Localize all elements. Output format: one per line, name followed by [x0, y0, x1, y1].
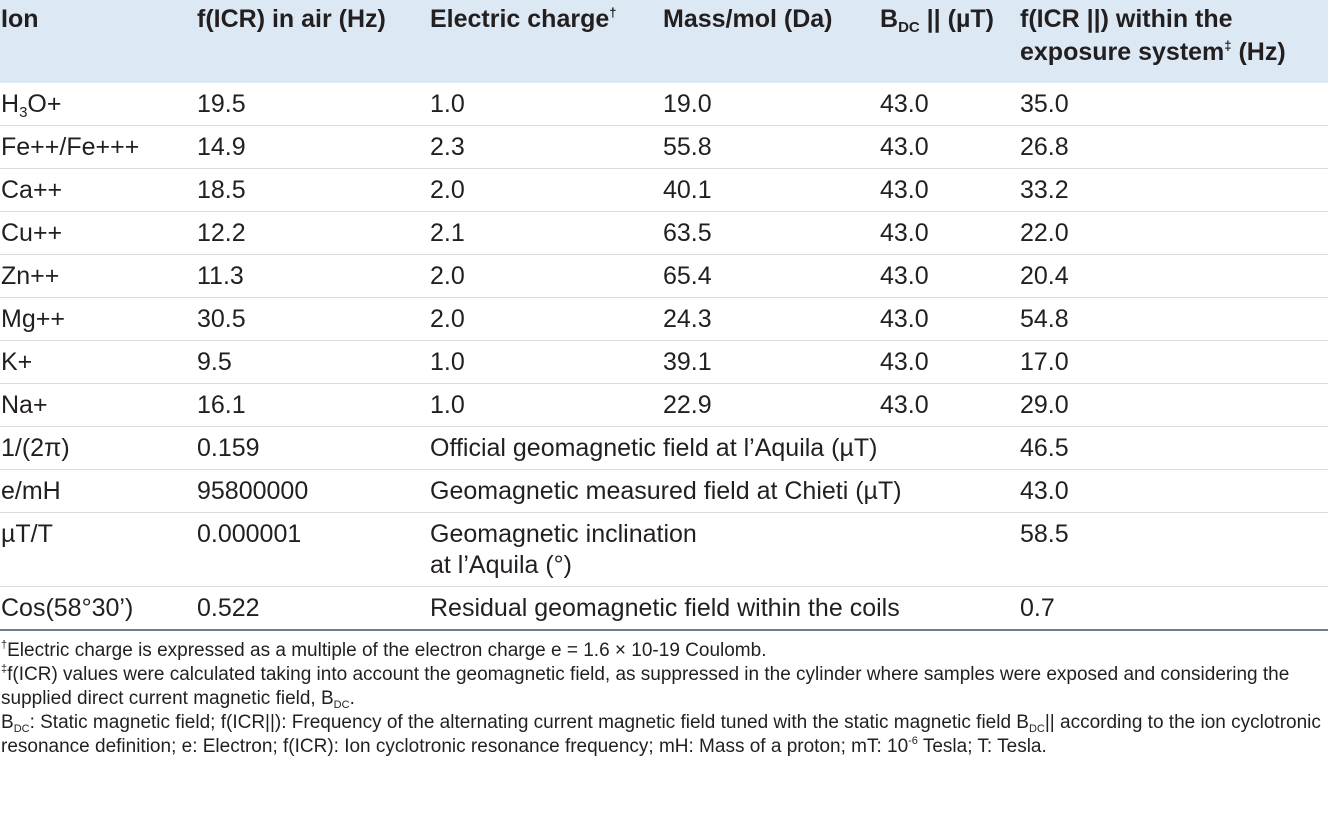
- ion-cell: H3O+: [1, 90, 62, 121]
- header-bdc: BDC || (µT): [880, 5, 994, 36]
- mass-cell: 63.5: [662, 211, 879, 255]
- table-row: µT/T 0.000001 Geomagnetic inclination at l…: [0, 512, 1328, 587]
- constant-value-cell: 0.522: [196, 586, 429, 631]
- table-row: Mg++ 30.5 2.0 24.3 43.0 54.8: [0, 297, 1328, 341]
- constant-value-cell: 0.159: [196, 426, 429, 470]
- table-row: Cu++ 12.2 2.1 63.5 43.0 22.0: [0, 211, 1328, 255]
- parameter-description-cell: Geomagnetic measured field at Chieti (µT…: [429, 469, 1019, 513]
- mass-cell: 39.1: [662, 340, 879, 384]
- footnotes: †Electric charge is expressed as a multi…: [0, 631, 1328, 759]
- table-row: Na+ 16.1 1.0 22.9 43.0 29.0: [0, 383, 1328, 427]
- charge-cell: 1.0: [429, 340, 662, 384]
- charge-cell: 2.1: [429, 211, 662, 255]
- header-ficr-air: f(ICR) in air (Hz): [197, 5, 386, 33]
- table-row: Cos(58°30’) 0.522 Residual geomagnetic fie…: [0, 586, 1328, 631]
- mass-cell: 40.1: [662, 168, 879, 212]
- ficr-air-cell: 11.3: [196, 254, 429, 298]
- ficr-air-cell: 14.9: [196, 125, 429, 169]
- parameter-value-cell: 58.5: [1019, 512, 1328, 587]
- ficr-air-cell: 9.5: [196, 340, 429, 384]
- constant-name-cell: Cos(58°30’): [0, 586, 196, 631]
- constant-name-cell: 1/(2π): [0, 426, 196, 470]
- ficr-exposure-cell: 35.0: [1020, 90, 1069, 118]
- parameter-description-cell: Residual geomagnetic field within the co…: [429, 586, 1019, 631]
- charge-cell: 2.0: [429, 254, 662, 298]
- ficr-air-cell: 30.5: [196, 297, 429, 341]
- bdc-cell: 43.0: [879, 211, 1019, 255]
- header-ion: Ion: [1, 5, 39, 33]
- table-row: Fe++/Fe+++ 14.9 2.3 55.8 43.0 26.8: [0, 125, 1328, 169]
- ficr-exposure-cell: 29.0: [1019, 383, 1328, 427]
- table-body: H3O+ 19.5 1.0 19.0 43.0 35.0 Fe++/Fe+++ 14.9 2.3…: [0, 83, 1328, 631]
- parameter-value-cell: 0.7: [1019, 586, 1328, 631]
- table-row: 1/(2π) 0.159 Official geomagnetic field at…: [0, 426, 1328, 470]
- ficr-exposure-cell: 22.0: [1019, 211, 1328, 255]
- ion-cell: Ca++: [0, 168, 196, 212]
- bdc-cell: 43.0: [879, 340, 1019, 384]
- charge-cell: 2.0: [429, 168, 662, 212]
- footnote-abbreviations: BDC: Static magnetic field; f(ICR||): Fr…: [1, 712, 1321, 757]
- ficr-exposure-cell: 54.8: [1019, 297, 1328, 341]
- ficr-air-cell: 12.2: [196, 211, 429, 255]
- constant-name-cell: µT/T: [0, 512, 196, 587]
- ficr-exposure-cell: 20.4: [1019, 254, 1328, 298]
- parameter-value-cell: 46.5: [1019, 426, 1328, 470]
- constant-value-cell: 95800000: [196, 469, 429, 513]
- table-header: Ion f(ICR) in air (Hz) Electric charge† …: [0, 0, 1328, 83]
- table-row: K+ 9.5 1.0 39.1 43.0 17.0: [0, 340, 1328, 384]
- mass-cell: 22.9: [662, 383, 879, 427]
- charge-cell: 1.0: [429, 383, 662, 427]
- table-row: Ca++ 18.5 2.0 40.1 43.0 33.2: [0, 168, 1328, 212]
- ficr-exposure-cell: 17.0: [1019, 340, 1328, 384]
- footnote-dagger: †Electric charge is expressed as a multi…: [1, 639, 767, 662]
- charge-cell: 2.3: [429, 125, 662, 169]
- bdc-cell: 43.0: [879, 383, 1019, 427]
- ion-cell: Zn++: [0, 254, 196, 298]
- ion-cell: K+: [0, 340, 196, 384]
- ion-frequency-table: Ion f(ICR) in air (Hz) Electric charge† …: [0, 0, 1328, 631]
- table-row: Zn++ 11.3 2.0 65.4 43.0 20.4: [0, 254, 1328, 298]
- constant-name-cell: e/mH: [0, 469, 196, 513]
- header-electric-charge: Electric charge†: [430, 5, 617, 33]
- header-mass: Mass/mol (Da): [663, 5, 833, 33]
- table-row: H3O+ 19.5 1.0 19.0 43.0 35.0: [0, 83, 1328, 126]
- bdc-cell: 43.0: [879, 297, 1019, 341]
- mass-cell: 24.3: [662, 297, 879, 341]
- parameter-value-cell: 43.0: [1019, 469, 1328, 513]
- header-ficr-exposure: f(ICR ||) within the exposure system‡ (H…: [1020, 5, 1286, 66]
- constant-value-cell: 0.000001: [196, 512, 429, 587]
- ficr-exposure-cell: 26.8: [1019, 125, 1328, 169]
- bdc-cell: 43.0: [879, 125, 1019, 169]
- ion-cell: Na+: [0, 383, 196, 427]
- footnote-double-dagger: ‡f(ICR) values were calculated taking in…: [1, 663, 1290, 711]
- table-row: e/mH 95800000 Geomagnetic measured field a…: [0, 469, 1328, 513]
- charge-cell: 2.0: [429, 297, 662, 341]
- bdc-cell: 43.0: [879, 254, 1019, 298]
- bdc-cell: 43.0: [880, 90, 929, 118]
- ficr-exposure-cell: 33.2: [1019, 168, 1328, 212]
- bdc-cell: 43.0: [879, 168, 1019, 212]
- mass-cell: 55.8: [662, 125, 879, 169]
- ion-cell: Fe++/Fe+++: [0, 125, 196, 169]
- ficr-air-cell: 18.5: [196, 168, 429, 212]
- ficr-air-cell: 19.5: [197, 90, 246, 118]
- parameter-description-cell: Geomagnetic inclination at l’Aquila (°): [429, 512, 1019, 587]
- ficr-air-cell: 16.1: [196, 383, 429, 427]
- ion-cell: Cu++: [0, 211, 196, 255]
- mass-cell: 65.4: [662, 254, 879, 298]
- ion-cell: Mg++: [0, 297, 196, 341]
- charge-cell: 1.0: [430, 90, 465, 118]
- mass-cell: 19.0: [663, 90, 712, 118]
- parameter-description-cell: Official geomagnetic field at l’Aquila (…: [429, 426, 1019, 470]
